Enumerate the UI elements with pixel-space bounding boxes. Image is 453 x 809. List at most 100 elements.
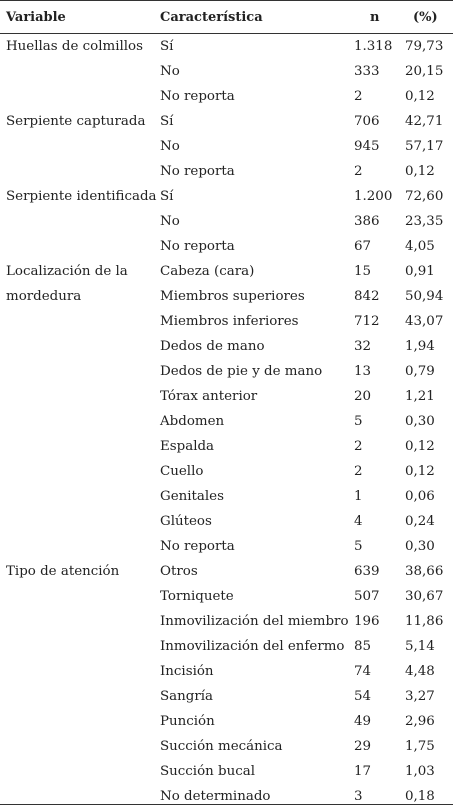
header-pct: (%) [413, 10, 438, 25]
cell-n: 54 [354, 689, 372, 704]
cell-caracteristica: No [160, 139, 180, 154]
cell-n: 1.318 [354, 39, 393, 54]
table-row: Dedos de mano 32 1,94 [0, 334, 453, 359]
table-body: Huellas de colmillos Sí 1.318 79,73 No 333 20,… [0, 34, 453, 809]
cell-variable: Huellas de colmillos [6, 39, 143, 54]
table-row: Serpiente identificada Sí 1.200 72,60 [0, 184, 453, 209]
table-row: Torniquete 507 30,67 [0, 584, 453, 609]
cell-pct: 57,17 [405, 139, 444, 154]
table-row: Cuello 2 0,12 [0, 459, 453, 484]
table-row: Punción 49 2,96 [0, 709, 453, 734]
table-row: Serpiente capturada Sí 706 42,71 [0, 109, 453, 134]
cell-pct: 79,73 [405, 39, 444, 54]
cell-caracteristica: Tórax anterior [160, 389, 258, 404]
table-row: No determinado 3 0,18 [0, 784, 453, 809]
cell-n: 507 [354, 589, 380, 604]
cell-n: 639 [354, 564, 380, 579]
cell-pct: 5,14 [405, 639, 435, 654]
cell-pct: 0,06 [405, 489, 435, 504]
table-row: No reporta 2 0,12 [0, 159, 453, 184]
cell-pct: 0,24 [405, 514, 435, 529]
cell-caracteristica: Cuello [160, 464, 204, 479]
table-bottom-rule [0, 804, 453, 805]
cell-pct: 0,12 [405, 464, 435, 479]
cell-n: 706 [354, 114, 380, 129]
cell-caracteristica: No reporta [160, 539, 235, 554]
cell-n: 2 [354, 464, 363, 479]
cell-caracteristica: Miembros inferiores [160, 314, 299, 329]
cell-variable: Serpiente capturada [6, 114, 146, 129]
cell-caracteristica: No reporta [160, 164, 235, 179]
cell-pct: 0,79 [405, 364, 435, 379]
cell-caracteristica: No [160, 64, 180, 79]
table-row: No 945 57,17 [0, 134, 453, 159]
cell-caracteristica: Inmovilización del miembro [160, 614, 349, 629]
table-row: Dedos de pie y de mano 13 0,79 [0, 359, 453, 384]
cell-pct: 4,48 [405, 664, 435, 679]
cell-pct: 3,27 [405, 689, 435, 704]
table-row: Genitales 1 0,06 [0, 484, 453, 509]
table-row: Tórax anterior 20 1,21 [0, 384, 453, 409]
cell-pct: 38,66 [405, 564, 444, 579]
cell-pct: 0,91 [405, 264, 435, 279]
table-row: No reporta 5 0,30 [0, 534, 453, 559]
cell-caracteristica: Dedos de pie y de mano [160, 364, 323, 379]
table-header-row: Variable Característica n (%) [0, 0, 453, 34]
cell-n: 945 [354, 139, 380, 154]
cell-caracteristica: Miembros superiores [160, 289, 305, 304]
cell-n: 842 [354, 289, 380, 304]
cell-caracteristica: Sí [160, 114, 174, 129]
table-row: No reporta 2 0,12 [0, 84, 453, 109]
cell-caracteristica: Sangría [160, 689, 214, 704]
table-row: Localización de la Cabeza (cara) 15 0,91 [0, 259, 453, 284]
cell-caracteristica: Torniquete [160, 589, 234, 604]
cell-pct: 2,96 [405, 714, 435, 729]
cell-caracteristica: Dedos de mano [160, 339, 265, 354]
cell-pct: 1,21 [405, 389, 435, 404]
cell-pct: 20,15 [405, 64, 444, 79]
cell-caracteristica: Succión bucal [160, 764, 255, 779]
cell-variable: Serpiente identificada [6, 189, 157, 204]
cell-n: 67 [354, 239, 372, 254]
cell-pct: 0,30 [405, 539, 435, 554]
cell-caracteristica: Sí [160, 189, 174, 204]
table-row: No 386 23,35 [0, 209, 453, 234]
cell-n: 712 [354, 314, 380, 329]
header-n: n [370, 10, 380, 25]
cell-n: 74 [354, 664, 372, 679]
cell-pct: 0,12 [405, 439, 435, 454]
cell-n: 13 [354, 364, 372, 379]
cell-pct: 50,94 [405, 289, 444, 304]
cell-n: 386 [354, 214, 380, 229]
cell-pct: 0,18 [405, 789, 435, 804]
cell-pct: 0,12 [405, 89, 435, 104]
table-row: mordedura Miembros superiores 842 50,94 [0, 284, 453, 309]
cell-n: 29 [354, 739, 372, 754]
cell-pct: 1,75 [405, 739, 435, 754]
table-row: No 333 20,15 [0, 59, 453, 84]
cell-caracteristica: Incisión [160, 664, 214, 679]
table-row: Glúteos 4 0,24 [0, 509, 453, 534]
cell-pct: 72,60 [405, 189, 444, 204]
cell-caracteristica: Inmovilización del enfermo [160, 639, 345, 654]
table-row: Sangría 54 3,27 [0, 684, 453, 709]
table-row: Inmovilización del enfermo 85 5,14 [0, 634, 453, 659]
cell-caracteristica: Succión mecánica [160, 739, 283, 754]
cell-caracteristica: Otros [160, 564, 198, 579]
cell-n: 3 [354, 789, 363, 804]
cell-variable: mordedura [6, 289, 82, 304]
cell-caracteristica: Glúteos [160, 514, 212, 529]
cell-caracteristica: Punción [160, 714, 215, 729]
cell-n: 1 [354, 489, 363, 504]
cell-pct: 0,30 [405, 414, 435, 429]
cell-caracteristica: No determinado [160, 789, 271, 804]
cell-n: 32 [354, 339, 372, 354]
cell-caracteristica: Cabeza (cara) [160, 264, 255, 279]
cell-caracteristica: No [160, 214, 180, 229]
cell-pct: 30,67 [405, 589, 444, 604]
cell-variable: Localización de la [6, 264, 128, 279]
cell-pct: 23,35 [405, 214, 444, 229]
cell-variable: Tipo de atención [6, 564, 120, 579]
cell-caracteristica: Genitales [160, 489, 224, 504]
cell-pct: 1,94 [405, 339, 435, 354]
